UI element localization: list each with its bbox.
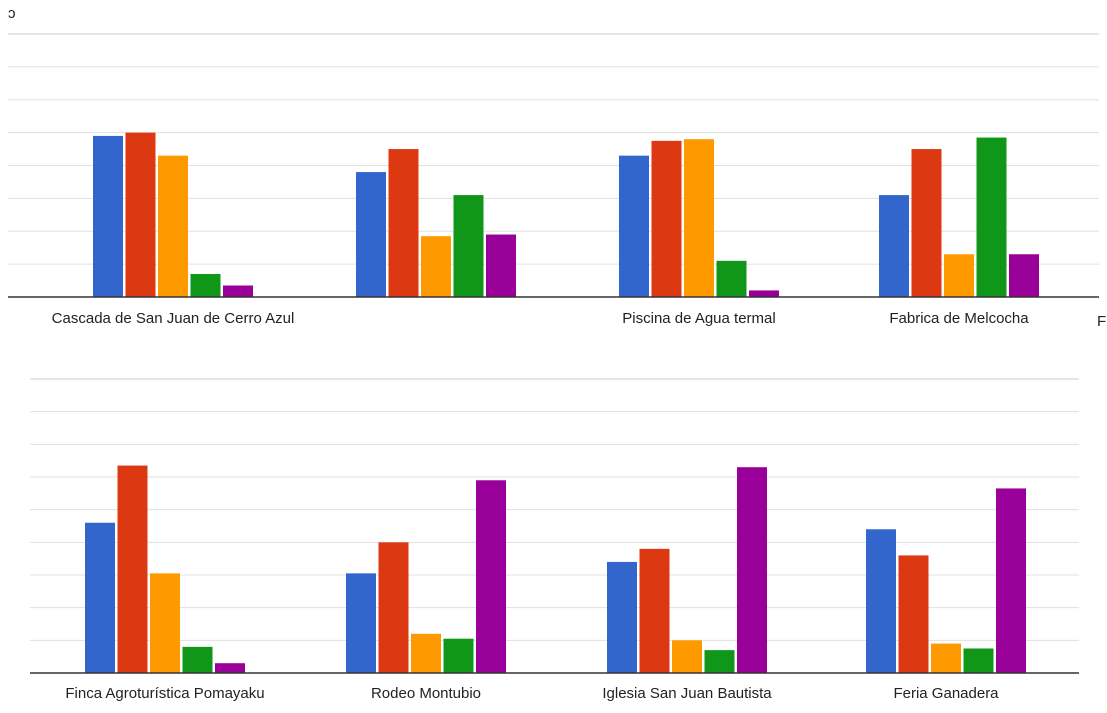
bar xyxy=(1009,254,1039,297)
bar xyxy=(737,467,767,673)
bar xyxy=(672,640,702,673)
bar xyxy=(346,573,376,673)
bar xyxy=(716,260,747,297)
bar xyxy=(125,132,156,297)
bar xyxy=(158,155,188,297)
bar xyxy=(411,633,441,673)
bar xyxy=(453,195,484,297)
bar xyxy=(976,137,1007,297)
clipped-category-label-right: F xyxy=(1097,313,1107,330)
clipped-axis-label-top: ɔ xyxy=(8,5,16,22)
bar xyxy=(150,573,180,673)
bar xyxy=(486,234,516,297)
bar xyxy=(117,465,148,673)
category-label: Cascada de San Juan de Cerro Azul xyxy=(52,310,295,327)
bar xyxy=(866,529,896,673)
category-label: Piscina de Agua termal xyxy=(622,310,775,327)
category-label: Feria Ganadera xyxy=(893,685,999,702)
bar xyxy=(651,140,682,297)
bar xyxy=(996,488,1026,673)
bar xyxy=(85,522,115,673)
bar xyxy=(215,663,245,673)
bar xyxy=(944,254,974,297)
bar xyxy=(378,542,409,673)
chart-panel-2: Finca Agroturística Pomayaku Rodeo Montub… xyxy=(30,378,1079,702)
bar xyxy=(443,638,474,673)
bar xyxy=(931,643,961,673)
bar xyxy=(639,548,670,673)
bar xyxy=(879,195,909,297)
bar xyxy=(476,480,506,673)
bar xyxy=(898,555,929,673)
category-label: Finca Agroturística Pomayaku xyxy=(65,685,264,702)
bar xyxy=(388,149,419,297)
bar xyxy=(684,139,714,297)
category-label: Rodeo Montubio xyxy=(371,685,481,702)
bar xyxy=(93,135,123,297)
bar xyxy=(356,172,386,297)
category-label: Iglesia San Juan Bautista xyxy=(602,685,772,702)
chart-panel-1: Cascada de San Juan de Cerro Azul Piscina… xyxy=(8,33,1099,327)
bar xyxy=(223,285,253,297)
bar xyxy=(749,290,779,297)
bar xyxy=(619,155,649,297)
category-label: Fabrica de Melcocha xyxy=(889,310,1029,327)
bar xyxy=(911,149,942,297)
bar xyxy=(182,646,213,673)
bar xyxy=(704,650,735,673)
bar xyxy=(421,236,451,297)
bar xyxy=(190,273,221,297)
bar xyxy=(607,561,637,673)
bar xyxy=(963,648,994,673)
